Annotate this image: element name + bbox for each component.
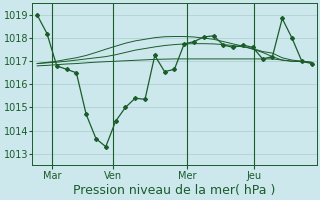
X-axis label: Pression niveau de la mer( hPa ): Pression niveau de la mer( hPa ) bbox=[73, 184, 276, 197]
